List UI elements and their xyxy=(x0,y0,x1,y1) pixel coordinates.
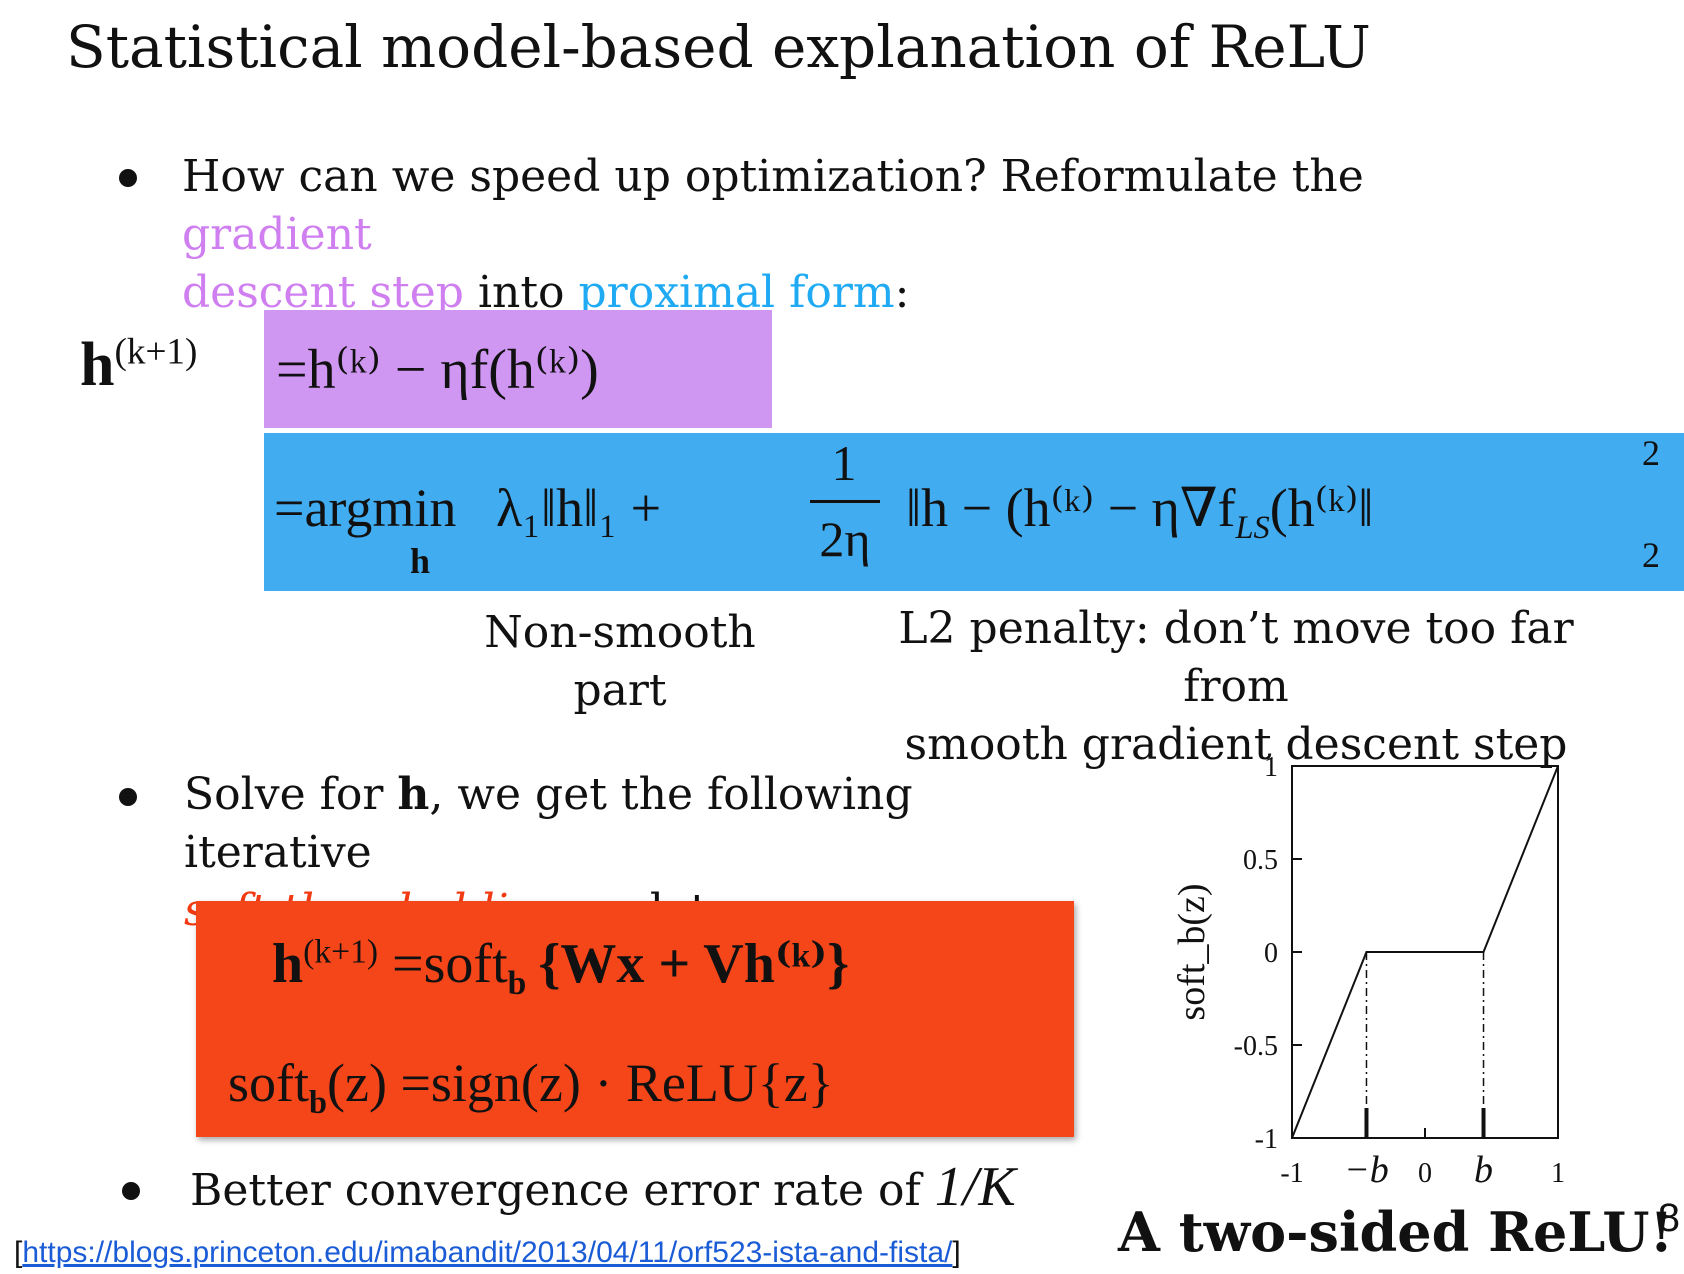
y-axis-label: soft_b(z) xyxy=(1171,883,1213,1020)
eq2-arg: {Wx + Vh⁽ᵏ⁾} xyxy=(538,933,850,995)
l2-penalty-caption: L2 penalty: don’t move too far from smoo… xyxy=(898,603,1574,770)
l2-term-b: (h⁽ᵏ⁾‖ xyxy=(1269,478,1374,538)
gradient-step-box xyxy=(264,310,772,428)
proximal-equation: =argmin xyxy=(274,478,456,538)
convergence-rate: 1/K xyxy=(934,1156,1016,1218)
eq2b-rhs: (z) =sign(z) · ReLU{z} xyxy=(327,1053,834,1113)
y-tick-label: 0 xyxy=(1264,938,1278,969)
bullet-dot xyxy=(119,169,137,187)
nonsmooth-caption: Non-smooth part xyxy=(484,607,756,716)
y-tick-label: -1 xyxy=(1255,1124,1278,1155)
argmin: =argmin xyxy=(274,478,457,538)
eq2-h: h xyxy=(272,933,304,995)
l2-term-a: ‖h − (h⁽ᵏ⁾ − η∇f xyxy=(906,478,1236,538)
descent-step-text: descent step xyxy=(182,267,464,318)
eq2b-soft: soft xyxy=(228,1053,309,1113)
bullet-2-b: , we get the following iterative xyxy=(184,769,913,878)
into-text: into xyxy=(463,267,579,318)
x-tick-label: -1 xyxy=(1280,1158,1303,1189)
gradient-word: gradient xyxy=(182,209,372,260)
soft-threshold-eq2: softb(z) =sign(z) · ReLU{z} xyxy=(228,1052,834,1122)
frac-den: 2η xyxy=(819,511,871,567)
eq2-sub: b xyxy=(507,965,527,1003)
frac-line xyxy=(810,500,880,503)
soft-threshold-eq1: h(k+1) =softb {Wx + Vh⁽ᵏ⁾} xyxy=(272,930,849,1003)
equation1-lhs: h(k+1) xyxy=(80,330,197,401)
reference: [https://blogs.princeton.edu/imabandit/2… xyxy=(14,1236,961,1270)
argmin-sub: h xyxy=(410,541,431,581)
x-tick-label: −b xyxy=(1344,1149,1389,1191)
l2-term: ‖h − (h⁽ᵏ⁾ − η∇fLS(h⁽ᵏ⁾‖ xyxy=(906,478,1373,558)
norm-sup: 2 xyxy=(1642,433,1660,473)
soft-threshold-line xyxy=(1291,765,1559,1139)
proximal-form-text: proximal form xyxy=(578,267,895,318)
page-title: Statistical model-based explanation of R… xyxy=(66,13,1371,81)
x-tick-label: 0 xyxy=(1418,1158,1432,1189)
y-tick-label: 0.5 xyxy=(1243,845,1278,876)
ls-sub: LS xyxy=(1235,509,1270,546)
y-tick-label: 1 xyxy=(1264,752,1278,783)
lhs-sup: (k+1) xyxy=(114,331,198,373)
proximal-form-box xyxy=(264,433,1684,591)
bullet-1: How can we speed up optimization? Reform… xyxy=(182,148,1532,322)
lhs-h: h xyxy=(80,331,115,399)
y-tick-label: -0.5 xyxy=(1234,1031,1278,1062)
soft-threshold-plot: 1 0.5 0 -0.5 -1-1 −b 0 b 1 soft_b(z) xyxy=(1171,752,1565,1191)
eq2b-sub: b xyxy=(309,1084,328,1121)
bullet-dot xyxy=(122,1182,140,1200)
soft-threshold-box xyxy=(196,901,1074,1137)
bracket-close: ] xyxy=(952,1236,961,1269)
l1-term: λ₁‖h‖₁ + xyxy=(496,478,662,538)
page-number: 8 xyxy=(1657,1196,1680,1240)
bullet-2-a: Solve for xyxy=(184,769,398,820)
bullet-1-text: How can we speed up optimization? Reform… xyxy=(182,151,1364,202)
bullet-3-text: Better convergence error rate of xyxy=(190,1165,935,1216)
x-tick-label: b xyxy=(1474,1149,1493,1191)
plot-caption: A two-sided ReLU! xyxy=(1118,1200,1674,1264)
frac-num: 1 xyxy=(831,435,857,491)
colon-text: : xyxy=(894,267,910,318)
bullet-3: Better convergence error rate of 1/K xyxy=(190,1158,1016,1220)
bullet-2-h: h xyxy=(397,769,430,820)
bracket-open: [ xyxy=(14,1236,23,1269)
norm-sub: 2 xyxy=(1642,535,1660,575)
bullet-dot xyxy=(119,788,137,806)
eq2-soft: =soft xyxy=(378,933,508,995)
reference-link[interactable]: https://blogs.princeton.edu/imabandit/20… xyxy=(22,1236,953,1269)
eq2-sup: (k+1) xyxy=(303,933,379,971)
x-tick-label: 1 xyxy=(1551,1158,1565,1189)
gradient-step-equation: =h⁽ᵏ⁾ − ηf(h⁽ᵏ⁾) xyxy=(276,339,599,401)
